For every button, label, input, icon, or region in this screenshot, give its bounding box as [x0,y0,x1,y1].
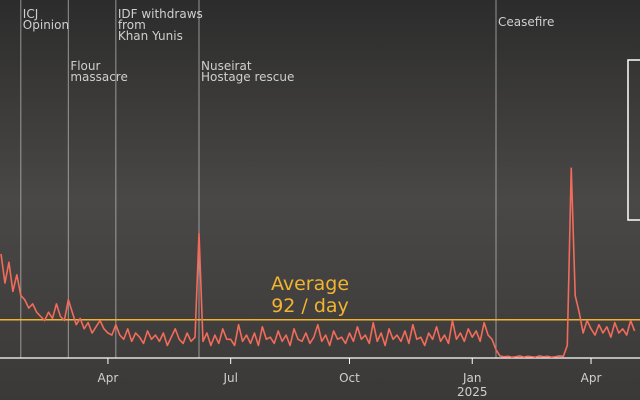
x-tick-label: Jul [222,371,237,385]
cropped-box [627,59,640,221]
event-label: ICJ Opinion [23,7,69,32]
event-label: Flour massacre [70,59,128,84]
x-tick-label: Apr [98,371,119,385]
event-label: Nuseirat Hostage rescue [201,59,294,84]
average-label: Average 92 / day [271,273,349,317]
x-tick-label: Oct [339,371,360,385]
x-tick-label: Jan 2025 [457,371,488,399]
event-label: IDF withdraws from Khan Yunis [118,7,203,43]
event-label: Ceasefire [498,15,554,29]
x-tick-label: Apr [581,371,602,385]
data-line [0,167,636,358]
